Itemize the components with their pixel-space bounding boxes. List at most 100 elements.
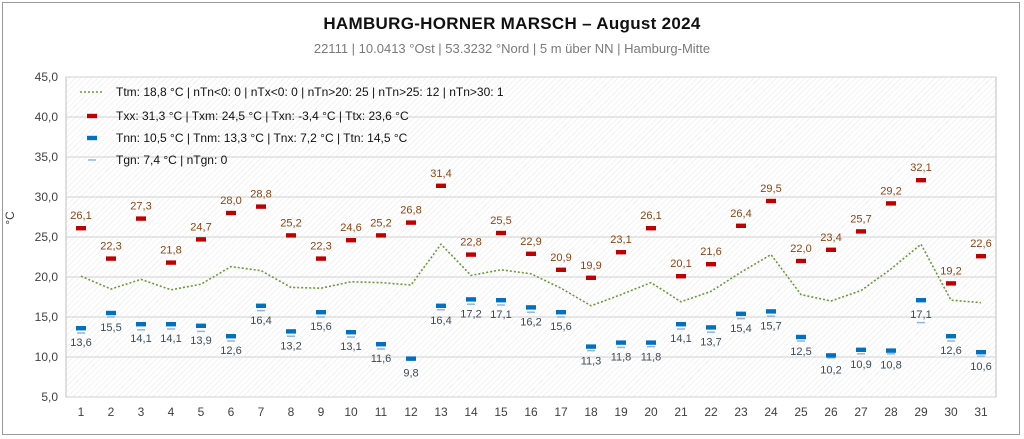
min-value-label: 12,6	[940, 345, 961, 357]
max-value-label: 28,8	[250, 189, 271, 201]
max-temperature-marker	[766, 198, 776, 204]
min-value-label: 15,6	[550, 321, 571, 333]
max-value-label: 19,9	[580, 260, 601, 272]
min-temperature-marker	[76, 326, 86, 331]
max-temperature-marker	[556, 267, 566, 272]
min-temperature-marker	[316, 310, 326, 315]
max-value-label: 26,4	[730, 208, 751, 220]
min-value-label: 11,8	[611, 352, 632, 364]
min-value-label: 17,1	[910, 309, 931, 321]
min-temperature-marker	[886, 348, 896, 353]
min-value-label: 13,2	[280, 340, 301, 352]
x-tick-label: 8	[288, 405, 295, 419]
x-tick-label: 25	[794, 405, 808, 419]
max-value-label: 22,8	[460, 237, 481, 249]
min-value-label: 10,6	[970, 361, 991, 373]
min-temperature-marker	[256, 303, 266, 308]
max-value-label: 28,0	[220, 195, 241, 207]
max-temperature-marker	[226, 210, 236, 216]
legend-min-text: Tnn: 10,5 °C | Tnm: 13,3 °C | Tnx: 7,2 °…	[116, 131, 408, 145]
min-value-label: 14,1	[160, 333, 181, 345]
x-tick-label: 1	[78, 405, 85, 419]
min-value-label: 16,2	[520, 316, 541, 328]
max-value-label: 24,7	[190, 221, 211, 233]
min-value-label: 12,6	[220, 345, 241, 357]
max-temperature-marker	[526, 251, 536, 256]
min-temperature-marker	[796, 334, 806, 340]
max-value-label: 27,3	[130, 201, 151, 213]
min-temperature-marker	[586, 344, 596, 349]
min-value-label: 15,6	[310, 321, 331, 333]
max-temperature-marker	[826, 247, 836, 252]
max-temperature-marker	[646, 226, 656, 231]
x-tick-label: 20	[644, 405, 658, 419]
max-temperature-marker	[286, 233, 296, 238]
x-tick-label: 4	[168, 405, 175, 419]
min-temperature-marker	[946, 334, 956, 339]
x-tick-label: 27	[854, 405, 868, 419]
min-temperature-marker	[166, 322, 176, 327]
max-value-label: 22,3	[100, 241, 121, 253]
min-temperature-marker	[646, 340, 656, 345]
x-tick-label: 9	[318, 405, 325, 419]
min-value-label: 17,1	[490, 309, 511, 321]
y-tick-label: 30,0	[35, 190, 59, 204]
max-temperature-marker	[436, 183, 446, 188]
x-tick-label: 10	[344, 405, 358, 419]
min-value-label: 10,9	[850, 359, 871, 371]
x-tick-label: 17	[554, 405, 568, 419]
min-temperature-marker	[436, 303, 446, 308]
max-value-label: 29,5	[760, 183, 781, 195]
max-temperature-marker	[106, 256, 116, 261]
max-value-label: 22,3	[310, 241, 331, 253]
min-temperature-marker	[856, 347, 866, 352]
max-value-label: 25,2	[280, 217, 301, 229]
max-value-label: 20,9	[550, 252, 571, 264]
min-value-label: 16,4	[250, 315, 271, 327]
x-tick-label: 29	[914, 405, 928, 419]
max-value-label: 19,2	[940, 265, 961, 277]
x-tick-label: 15	[494, 405, 508, 419]
max-value-label: 22,0	[790, 243, 811, 255]
x-tick-label: 3	[138, 405, 145, 419]
min-value-label: 13,1	[340, 341, 361, 353]
max-temperature-marker	[976, 254, 986, 259]
y-tick-label: 10,0	[35, 350, 59, 364]
max-temperature-marker	[466, 252, 476, 257]
min-value-label: 15,4	[730, 323, 751, 335]
min-temperature-marker	[616, 340, 626, 345]
min-temperature-marker	[496, 298, 506, 303]
max-temperature-marker	[916, 178, 926, 183]
min-temperature-marker	[376, 342, 386, 347]
chart-subtitle: 22111 | 10.0413 °Ost | 53.3232 °Nord | 5…	[313, 41, 711, 56]
min-temperature-marker	[736, 311, 746, 316]
y-tick-label: 5,0	[41, 390, 58, 404]
max-temperature-marker	[316, 256, 326, 261]
max-value-label: 26,8	[400, 205, 421, 217]
max-value-label: 32,1	[910, 162, 931, 174]
min-value-label: 10,8	[880, 360, 901, 372]
max-value-label: 22,6	[970, 238, 991, 250]
y-axis-label: °C	[3, 211, 17, 225]
max-temperature-marker	[886, 201, 896, 206]
y-tick-label: 15,0	[35, 310, 59, 324]
x-tick-label: 24	[764, 405, 778, 419]
min-value-label: 13,6	[70, 337, 91, 349]
min-temperature-marker	[286, 329, 296, 334]
max-value-label: 29,2	[880, 185, 901, 197]
x-tick-label: 28	[884, 405, 898, 419]
x-tick-label: 7	[258, 405, 265, 419]
min-temperature-marker	[526, 305, 536, 310]
min-value-label: 11,6	[371, 353, 392, 365]
legend-mean-text: Ttm: 18,8 °C | nTn<0: 0 | nTx<0: 0 | nTn…	[116, 85, 504, 99]
min-value-label: 16,4	[430, 315, 451, 327]
x-tick-label: 6	[228, 405, 235, 419]
x-tick-label: 16	[524, 405, 538, 419]
legend-max-swatch	[87, 113, 97, 119]
min-value-label: 9,8	[403, 368, 418, 380]
y-tick-label: 40,0	[35, 110, 59, 124]
x-tick-label: 21	[674, 405, 688, 419]
y-tick-label: 35,0	[35, 150, 59, 164]
x-tick-label: 11	[375, 405, 388, 419]
min-value-label: 13,9	[190, 335, 211, 347]
